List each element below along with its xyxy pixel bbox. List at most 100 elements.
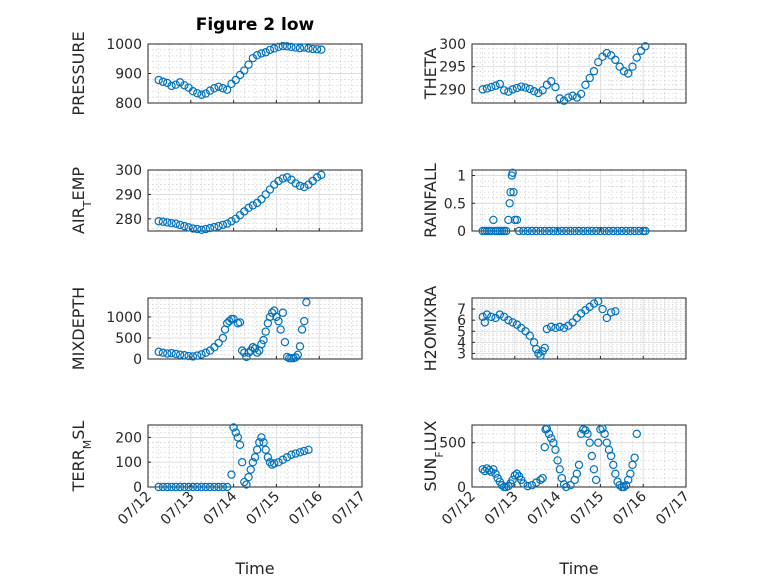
data-point — [636, 46, 646, 56]
data-point — [487, 312, 496, 322]
data-point — [527, 226, 537, 236]
data-point — [566, 481, 575, 490]
data-point — [188, 482, 198, 492]
data-point — [600, 226, 609, 236]
data-point — [272, 312, 281, 322]
data-point — [163, 78, 172, 88]
data-point — [589, 465, 599, 474]
y-tick-label: 1000 — [106, 37, 142, 53]
data-point — [512, 215, 522, 225]
data-point — [171, 349, 181, 359]
data-point — [519, 479, 528, 488]
data-point — [487, 82, 496, 92]
data-point — [270, 459, 279, 468]
data-point — [188, 352, 198, 361]
data-point — [317, 170, 326, 180]
data-point — [270, 44, 279, 53]
data-point — [512, 83, 522, 93]
data-point — [197, 350, 206, 359]
data-point — [517, 82, 526, 91]
data-point — [606, 308, 616, 317]
data-point — [255, 438, 264, 447]
data-point — [502, 226, 511, 236]
data-point — [546, 434, 556, 443]
data-point — [540, 226, 549, 236]
y-tick-label: 300 — [115, 163, 142, 179]
data-point — [154, 75, 163, 85]
data-point — [295, 181, 305, 191]
data-point — [295, 43, 305, 53]
plot-border — [471, 424, 687, 488]
data-point — [248, 343, 258, 352]
data-point — [282, 42, 292, 51]
data-point — [491, 81, 500, 90]
x-tick-label: 07/16 — [286, 488, 326, 528]
data-point — [480, 466, 490, 476]
data-point — [261, 327, 270, 336]
data-point — [497, 481, 507, 490]
data-point — [282, 352, 292, 362]
data-point — [542, 324, 552, 334]
data-point — [214, 221, 223, 231]
data-point — [478, 465, 487, 474]
data-point — [282, 173, 292, 182]
subplot-3: 280 290 300 AIRTEMP — [69, 163, 363, 234]
data-point — [546, 322, 556, 332]
data-point — [505, 199, 514, 208]
data-point — [583, 226, 592, 236]
data-point — [621, 481, 631, 490]
data-point — [274, 176, 283, 186]
data-point — [201, 89, 210, 98]
data-point — [244, 472, 253, 482]
data-point — [252, 445, 262, 454]
data-point — [555, 465, 564, 474]
y-tick-label: 4 — [457, 335, 466, 351]
x-tick-label: 07/17 — [653, 489, 693, 529]
data-point — [244, 203, 253, 213]
data-point — [634, 226, 644, 236]
data-point — [184, 482, 193, 492]
data-point — [534, 349, 543, 358]
data-point — [158, 217, 168, 226]
data-point — [300, 182, 309, 192]
data-point — [546, 77, 556, 86]
data-point — [163, 482, 172, 492]
data-point — [248, 458, 258, 467]
plot-border — [471, 43, 687, 104]
data-point — [240, 66, 249, 75]
data-point — [594, 297, 603, 306]
data-point — [167, 348, 176, 358]
data-point — [628, 62, 637, 71]
data-point — [154, 482, 163, 492]
x-tick-label: 07/15 — [243, 489, 283, 529]
data-point — [242, 480, 251, 489]
data-point — [606, 451, 616, 461]
data-point — [248, 53, 258, 63]
data-point — [278, 308, 288, 317]
data-point — [250, 344, 260, 353]
data-point — [261, 48, 270, 57]
data-point — [587, 451, 597, 461]
data-point — [489, 465, 498, 474]
data-point — [257, 49, 266, 58]
data-point — [641, 226, 650, 236]
data-point — [229, 423, 238, 432]
y-tick-label: 1000 — [106, 310, 142, 326]
data-point — [218, 84, 228, 93]
data-point — [499, 86, 509, 95]
x-tick-label: 07/16 — [610, 488, 650, 528]
data-point — [197, 225, 206, 234]
data-point — [619, 482, 629, 492]
data-point — [171, 80, 181, 89]
data-point — [591, 475, 601, 485]
data-point — [559, 323, 569, 333]
data-point — [263, 453, 273, 462]
data-point — [487, 226, 496, 236]
data-point — [291, 179, 300, 188]
y-tick-label: 0 — [133, 480, 142, 496]
y-tick-label: 290 — [115, 187, 142, 203]
data-point — [246, 465, 255, 474]
data-point — [538, 473, 547, 483]
